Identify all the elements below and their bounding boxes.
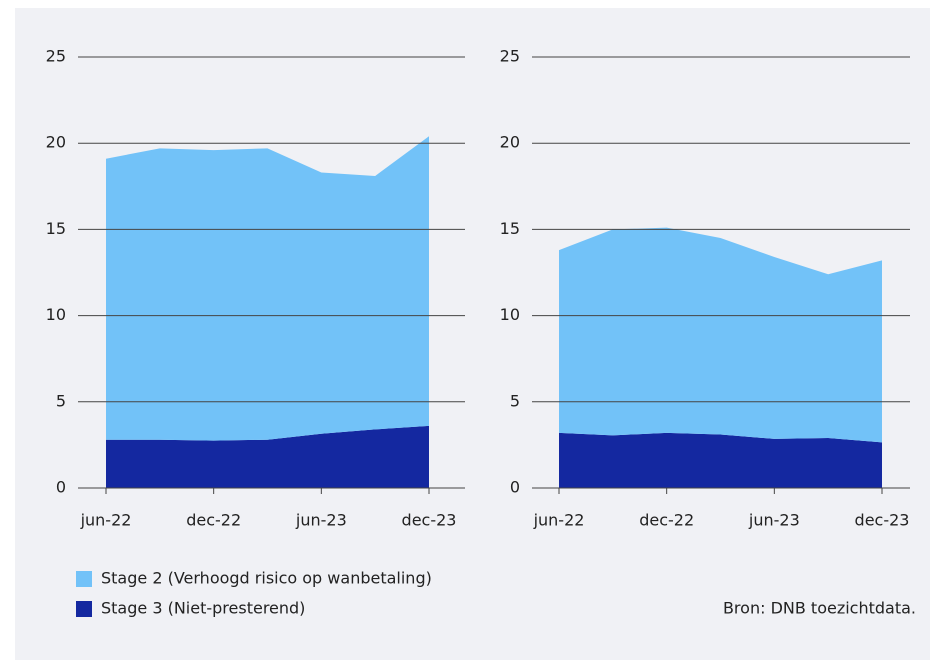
- y-tick-label: 15: [46, 219, 66, 238]
- x-tick-label: dec-23: [402, 511, 457, 530]
- x-tick-label: dec-22: [639, 511, 694, 530]
- area: [559, 227, 882, 443]
- x-tick-label: jun-23: [748, 511, 800, 530]
- area: [559, 432, 882, 488]
- x-tick-label: jun-23: [295, 511, 347, 530]
- x-tick-label: jun-22: [80, 511, 132, 530]
- x-tick-label: dec-22: [186, 511, 241, 530]
- y-tick-label: 10: [46, 305, 66, 324]
- x-tick-label: jun-22: [533, 511, 585, 530]
- y-tick-label: 20: [500, 133, 520, 152]
- y-tick-label: 5: [510, 391, 520, 410]
- legend-label: Stage 3 (Niet-presterend): [101, 599, 305, 618]
- legend-swatch: [76, 601, 92, 617]
- legend-swatch: [76, 571, 92, 587]
- y-tick-label: 10: [500, 305, 520, 324]
- source: Bron: DNB toezichtdata.: [723, 599, 916, 618]
- y-tick-label: 0: [56, 478, 66, 497]
- area: [106, 136, 429, 441]
- area: [106, 425, 429, 488]
- y-tick-label: 0: [510, 478, 520, 497]
- y-tick-label: 25: [46, 47, 66, 66]
- y-tick-label: 5: [56, 391, 66, 410]
- y-tick-label: 20: [46, 133, 66, 152]
- legend-label: Stage 2 (Verhoogd risico op wanbetaling): [101, 569, 432, 588]
- x-tick-label: dec-23: [855, 511, 910, 530]
- y-tick-label: 15: [500, 219, 520, 238]
- y-tick-label: 25: [500, 47, 520, 66]
